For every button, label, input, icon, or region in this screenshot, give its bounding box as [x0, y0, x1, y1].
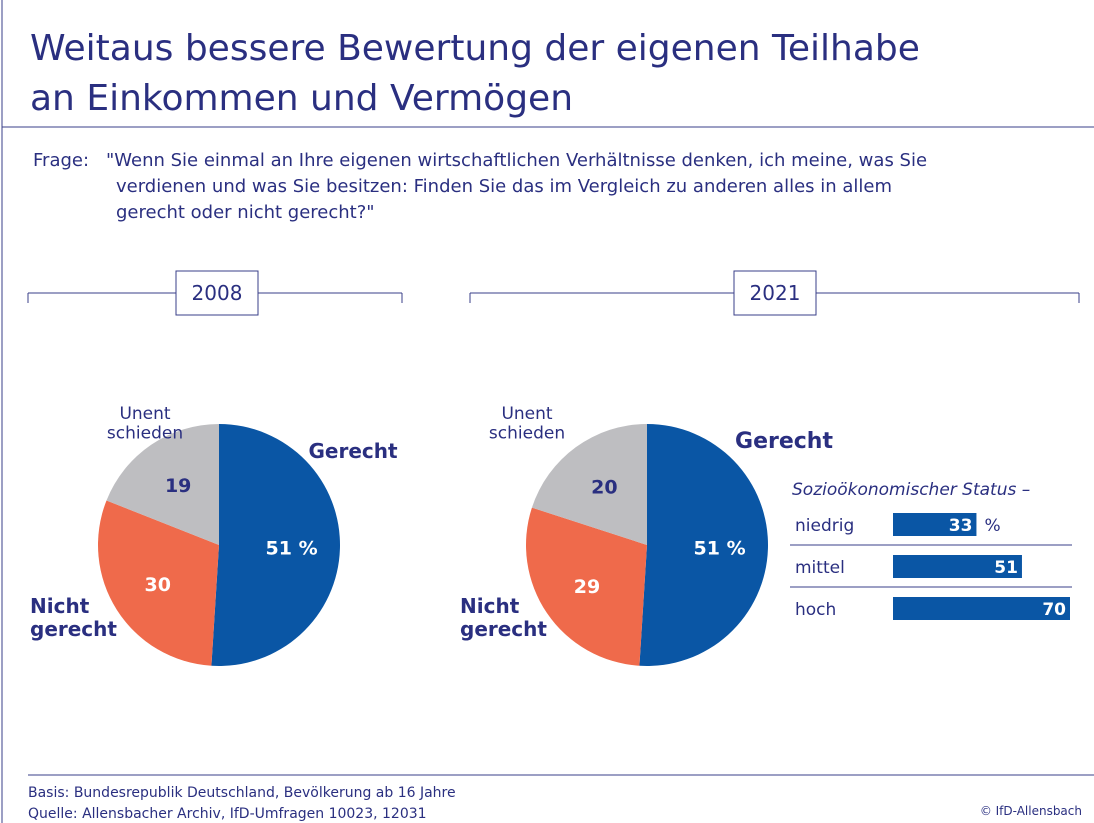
- year-label: 2021: [750, 281, 801, 305]
- question: verdienen und was Sie besitzen: Finden S…: [116, 176, 892, 197]
- value-label: 30: [144, 574, 170, 596]
- pie-slice: [639, 424, 769, 666]
- bar-value: 51: [994, 558, 1018, 578]
- pie-slice: [106, 424, 219, 545]
- year-box: [175, 270, 259, 316]
- basis: Basis: Bundesrepublik Deutschland, Bevöl…: [28, 785, 456, 801]
- source: Quelle: Allensbacher Archiv, IfD-Umfrage…: [28, 806, 427, 822]
- copyright: © IfD-Allensbach: [980, 804, 1082, 818]
- value-label: 20: [591, 476, 617, 498]
- value-label: 29: [574, 576, 600, 598]
- pie-slice: [526, 507, 647, 666]
- year-label: 2008: [192, 281, 243, 305]
- category-label: Unent schieden: [489, 404, 565, 444]
- category-label: Nicht gerecht: [460, 594, 547, 641]
- pie-slice: [211, 424, 341, 666]
- bar-title: Sozioökonomischer Status –: [792, 480, 1030, 500]
- category-label: Unent schieden: [107, 404, 183, 444]
- value-label: 51 %: [266, 537, 318, 559]
- bar-value: 33: [949, 516, 973, 536]
- pie-slice: [98, 500, 219, 666]
- unit-label: %: [984, 516, 1000, 536]
- bar: [893, 513, 977, 536]
- bar-category: niedrig: [795, 516, 854, 536]
- title: Weitaus bessere Bewertung der eigenen Te…: [30, 28, 920, 69]
- bar-category: hoch: [795, 600, 836, 620]
- category-label: Nicht gerecht: [30, 594, 117, 641]
- year-box: [733, 270, 817, 316]
- question: "Wenn Sie einmal an Ihre eigenen wirtsch…: [106, 150, 927, 171]
- question-label: Frage:: [33, 150, 89, 171]
- bar-value: 70: [1042, 600, 1066, 620]
- category-label: Gerecht: [308, 439, 398, 463]
- bar-category: mittel: [795, 558, 845, 578]
- value-label: 19: [165, 475, 191, 497]
- pie-slice: [531, 424, 647, 545]
- value-label: 51 %: [694, 537, 746, 559]
- title: an Einkommen und Vermögen: [30, 78, 573, 119]
- category-label: Gerecht: [735, 429, 833, 454]
- bar: [893, 555, 1022, 578]
- question: gerecht oder nicht gerecht?": [116, 202, 375, 223]
- bar: [893, 597, 1070, 620]
